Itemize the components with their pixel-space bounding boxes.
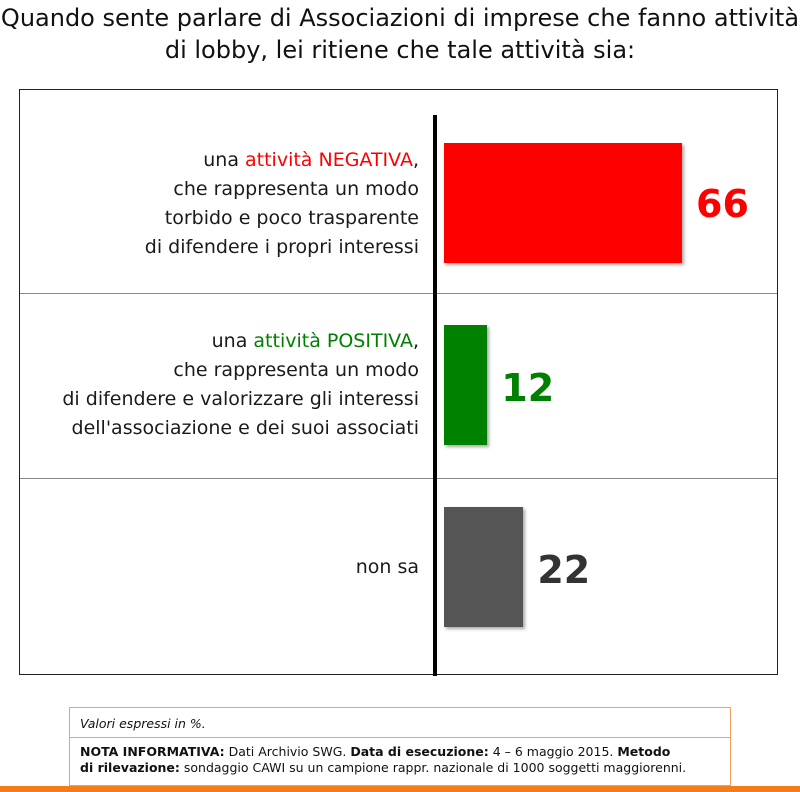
label-highlight: attività POSITIVA [253, 330, 413, 352]
label-line: di difendere i propri interessi [144, 236, 419, 258]
label-prefix: non sa [355, 556, 419, 578]
bar-positive [444, 325, 488, 445]
rilevazione-label: di rilevazione: [80, 760, 180, 775]
label-suffix: , [412, 149, 419, 171]
value-label-positive: 12 [501, 366, 555, 410]
metodo-label: Metodo [617, 744, 671, 759]
notes-box: Valori espressi in %. NOTA INFORMATIVA: … [69, 707, 731, 786]
nota-text: Dati Archivio SWG. [224, 744, 351, 759]
value-axis-line [433, 115, 437, 676]
label-prefix: una [203, 149, 246, 171]
bar-non-sa [444, 507, 524, 627]
value-label-non-sa: 22 [537, 548, 591, 592]
data-text: 4 – 6 maggio 2015. [488, 744, 618, 759]
chart-title: Quando sente parlare di Associazioni di … [0, 4, 800, 64]
value-label-negative: 66 [696, 182, 749, 226]
category-label-non-sa: non sa [356, 553, 419, 582]
label-line: che rappresenta un modo [173, 359, 419, 381]
category-label-negative: una attività NEGATIVA, che rappresenta u… [145, 146, 419, 262]
data-label: Data di esecuzione: [350, 744, 489, 759]
footer-accent-bar [0, 786, 800, 792]
rilevazione-text: sondaggio CAWI su un campione rappr. naz… [179, 760, 687, 775]
label-line: dell'associazione e dei suoi associati [71, 417, 419, 439]
row-separator [20, 293, 777, 294]
label-line: che rappresenta un modo [173, 178, 419, 200]
label-prefix: una [211, 330, 254, 352]
notes-divider [70, 737, 730, 738]
label-highlight: attività NEGATIVA [245, 149, 413, 171]
label-line: torbido e poco trasparente [164, 207, 419, 229]
nota-label: NOTA INFORMATIVA: [80, 744, 225, 759]
bar-negative [444, 143, 682, 263]
category-label-positive: una attività POSITIVA, che rappresenta u… [62, 327, 419, 443]
label-line: di difendere e valorizzare gli interessi [62, 388, 419, 410]
chart-frame: una attività NEGATIVA, che rappresenta u… [19, 89, 778, 676]
row-separator [20, 478, 777, 479]
methodology-note: NOTA INFORMATIVA: Dati Archivio SWG. Dat… [80, 744, 686, 776]
label-suffix: , [412, 330, 419, 352]
unit-note: Valori espressi in %. [80, 716, 206, 731]
